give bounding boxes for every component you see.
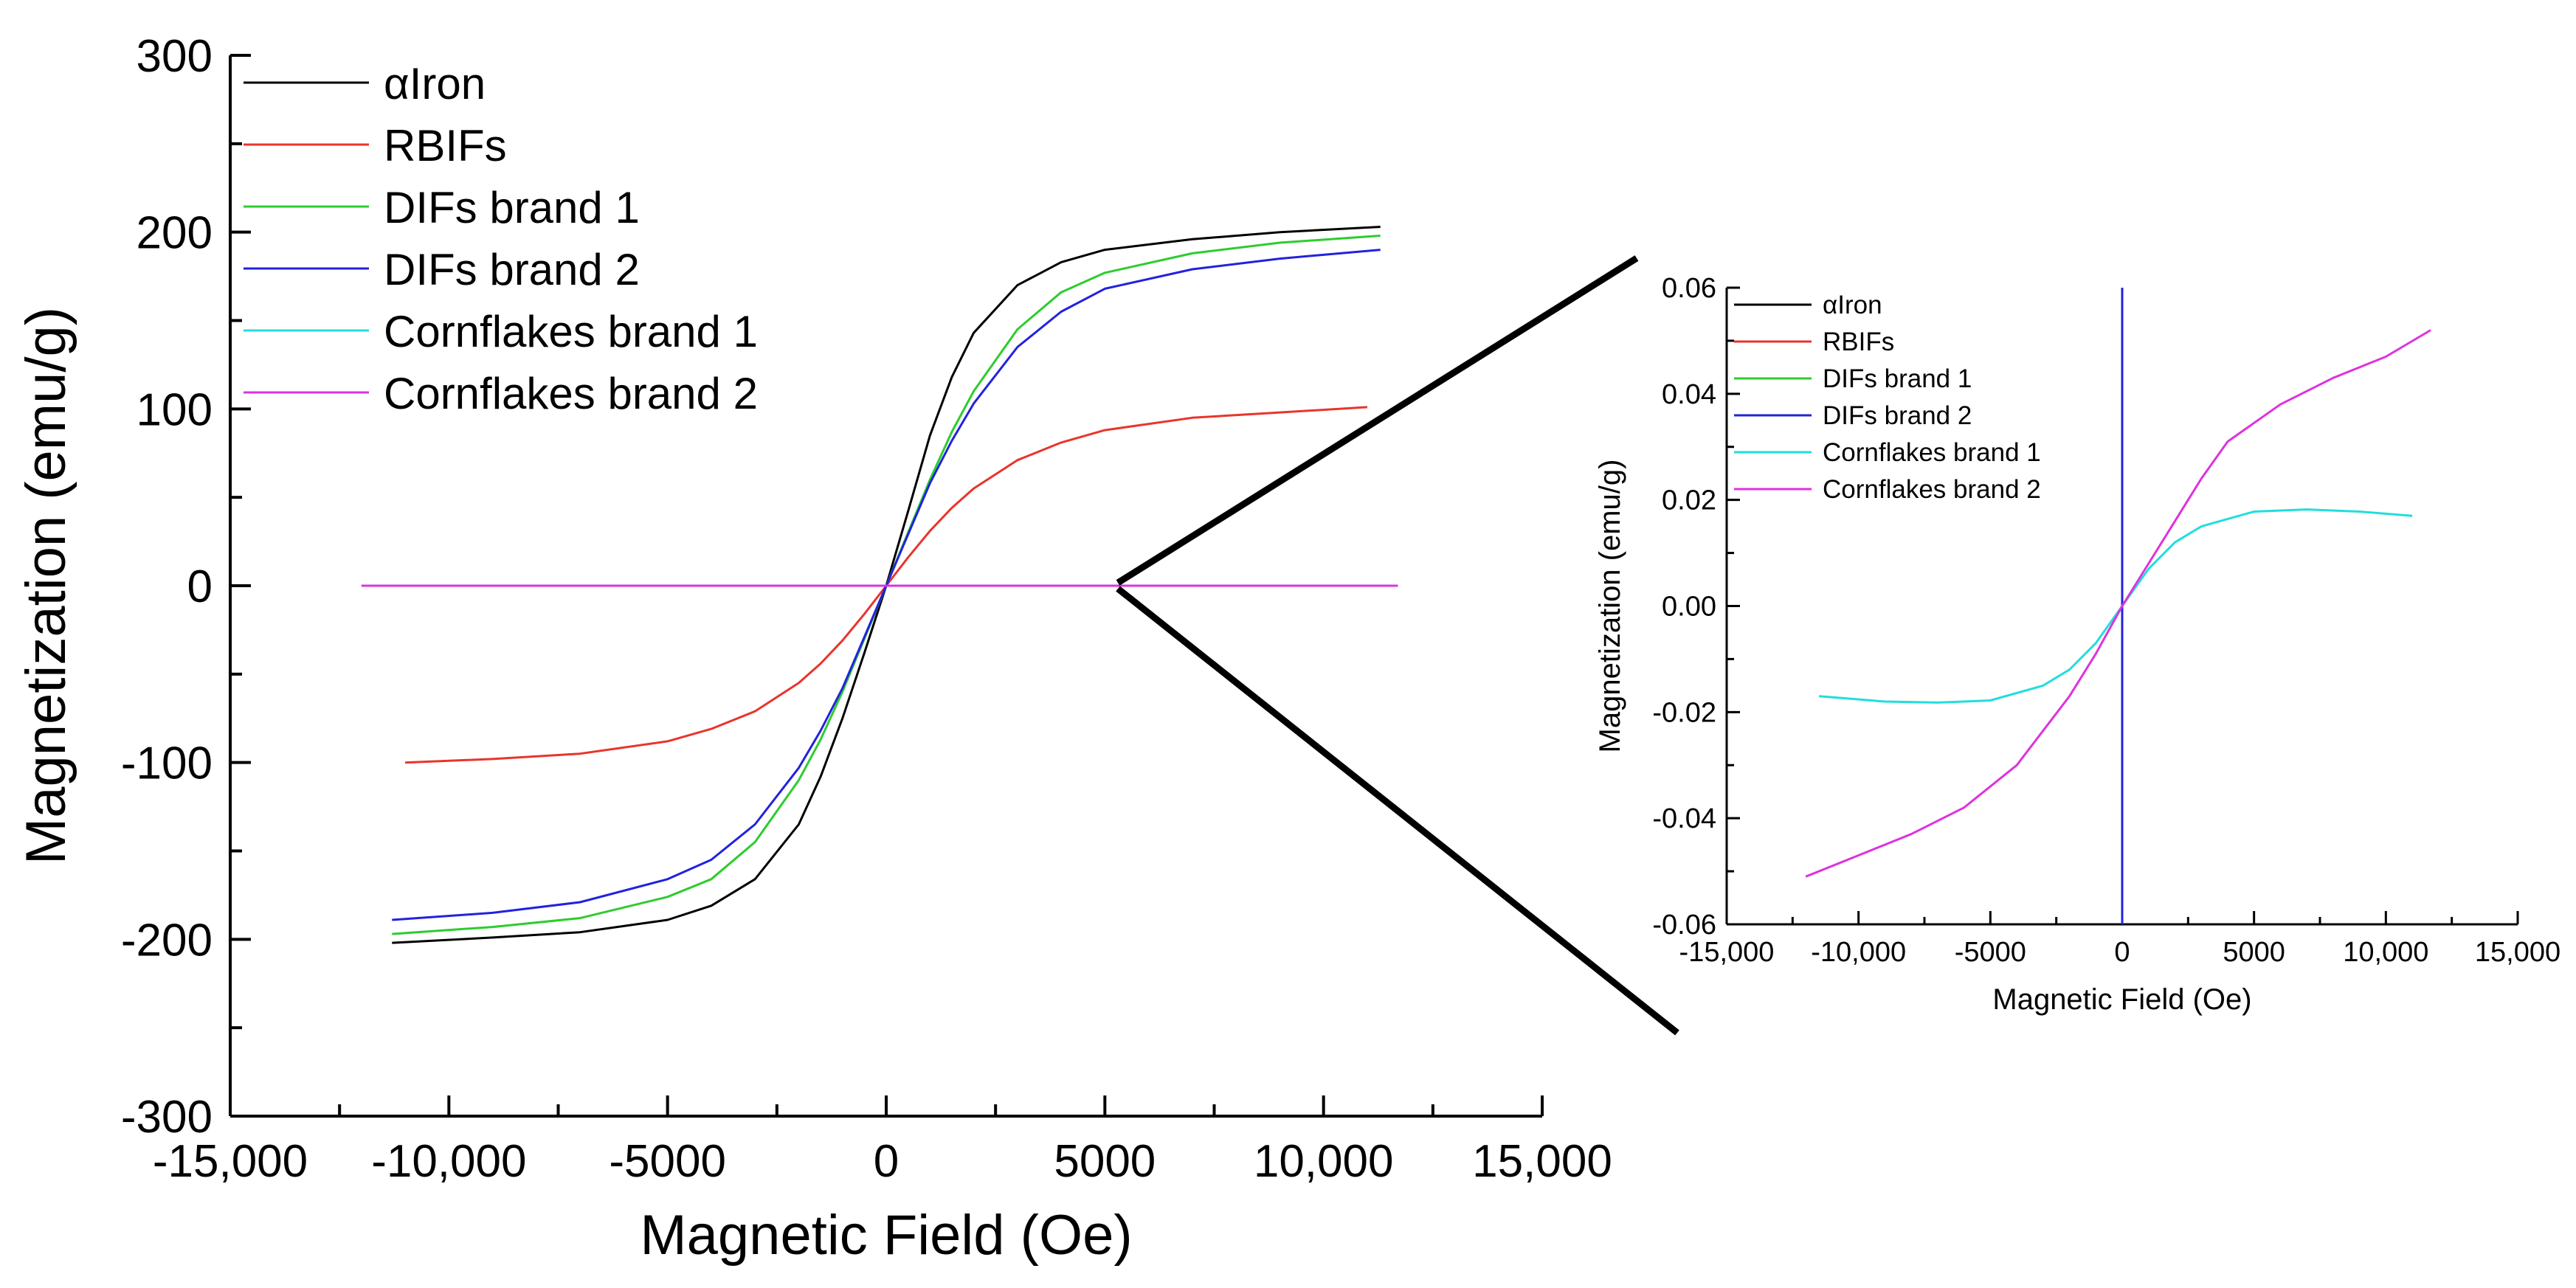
inset-legend-label: Cornflakes brand 2 [1823,475,2041,504]
inset-legend-label: DIFs brand 2 [1823,401,1972,430]
inset-y-tick-label: 0.00 [1662,592,1716,623]
inset-x-tick-label: 5000 [2223,937,2285,968]
inset-legend: αIron RBIFs DIFs brand 1 DIFs brand 2 Cornfl… [1734,291,2041,504]
inset-y-tick-label: 0.02 [1662,485,1716,516]
main-x-tick-label: 15,000 [1472,1136,1612,1187]
main-y-tick-label: -100 [121,738,213,789]
main-legend-label: Cornflakes brand 1 [384,307,758,356]
inset-y-tick-label: 0.06 [1662,273,1716,304]
main-legend: αIron RBIFs DIFs brand 1 DIFs brand 2 Cornfl… [244,59,758,418]
main-y-tick-label: 0 [187,561,213,612]
inset-y-tick-label: 0.04 [1662,379,1716,410]
inset-legend-label: Cornflakes brand 1 [1823,438,2041,467]
main-y-tick-label: -200 [121,915,213,966]
inset-x-axis-label: Magnetic Field (Oe) [1992,983,2251,1016]
inset-y-tick-label: -0.06 [1652,910,1716,941]
inset-x-tick-label: 10,000 [2343,937,2428,968]
main-x-tick-label: 10,000 [1254,1136,1394,1187]
main-x-axis-label: Magnetic Field (Oe) [640,1204,1132,1267]
inset-y-axis-label: Magnetization (emu/g) [1594,460,1626,753]
inset-x-tick-label: 0 [2114,937,2130,968]
inset-legend-label: RBIFs [1823,328,1894,356]
main-x-tick-label: -5000 [609,1136,726,1187]
main-y-tick-label: 100 [137,384,213,435]
inset-series-line [1818,508,2413,704]
inset-y-tick-label: -0.04 [1652,803,1716,834]
inset-x-tick-label: 15,000 [2475,937,2561,968]
main-y-tick-label: -300 [121,1092,213,1143]
main-x-tick-label: 5000 [1054,1136,1156,1187]
main-y-axis-label: Magnetization (emu/g) [15,307,77,865]
inset-chart: -15,000 -10,000 -5000 0 5000 10,000 15,000 -0.0… [1594,273,2561,1016]
main-x-tick-label: -10,000 [371,1136,526,1187]
inset-legend-label: αIron [1823,291,1882,319]
zoom-connector-lower-line [1116,586,1679,1036]
main-legend-label: RBIFs [384,121,507,170]
inset-x-tick-label: -5000 [1955,937,2026,968]
zoom-connector-upper-line [1116,255,1639,586]
zoom-connector [1116,255,1679,1036]
main-legend-label: αIron [384,59,486,108]
inset-legend-label: DIFs brand 1 [1823,364,1972,393]
main-legend-label: Cornflakes brand 2 [384,369,758,418]
main-x-tick-label: -15,000 [153,1136,308,1187]
main-x-tick-label: 0 [874,1136,899,1187]
inset-y-tick-label: -0.02 [1652,697,1716,728]
main-y-tick-label: 200 [137,208,213,259]
inset-x-tick-label: -10,000 [1811,937,1906,968]
main-y-tick-label: 300 [137,31,213,82]
main-chart: -15,000 -10,000 -5000 0 5000 10,000 15,000 -300… [15,31,1612,1267]
inset-x-tick-label: -15,000 [1679,937,1775,968]
main-legend-label: DIFs brand 2 [384,245,640,294]
inset-series-line [1805,329,2431,878]
main-legend-label: DIFs brand 1 [384,183,640,232]
